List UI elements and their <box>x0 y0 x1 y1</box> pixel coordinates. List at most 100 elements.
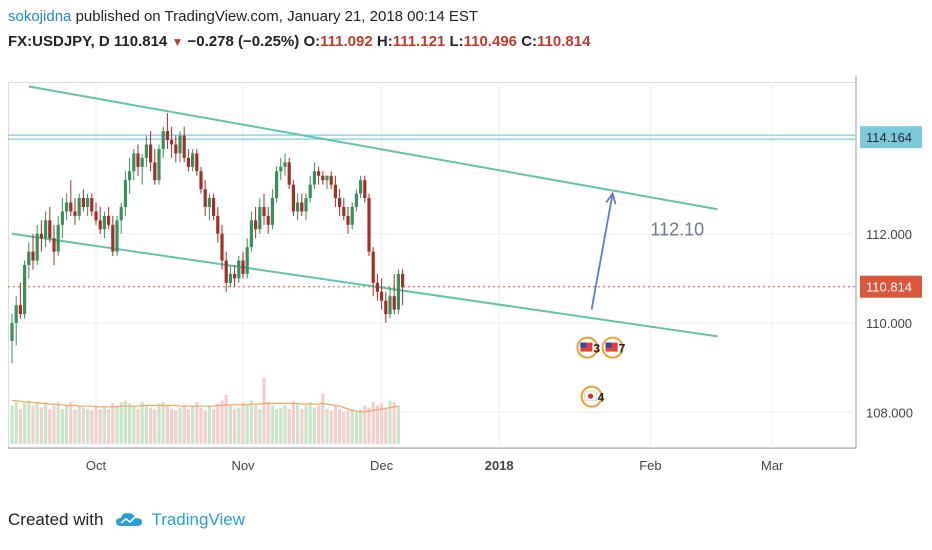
volume-bar <box>144 404 148 444</box>
candle-body <box>165 131 169 141</box>
volume-bar <box>249 400 253 444</box>
candle-body <box>338 198 342 207</box>
low-label: L: <box>449 33 464 50</box>
candle-body <box>39 233 43 239</box>
volume-bar <box>216 403 220 444</box>
volume-bar <box>359 409 363 444</box>
volume-bar <box>27 400 31 444</box>
plot-area <box>8 82 857 449</box>
candle-body <box>86 198 90 207</box>
channel-lower-line <box>11 232 718 338</box>
volume-bar <box>279 407 283 444</box>
candle-body <box>140 157 144 167</box>
volume-bar <box>224 395 228 444</box>
candle-body <box>258 206 262 230</box>
volume-bar <box>367 407 371 444</box>
candle-body <box>228 273 232 283</box>
symbol-label[interactable]: FX:USDJPY, D <box>8 33 110 50</box>
candle-body <box>115 220 119 252</box>
volume-bar <box>191 405 195 444</box>
volume-bar <box>52 405 56 444</box>
candle-body <box>136 153 140 167</box>
candle-body <box>102 215 106 230</box>
candle-body <box>119 206 123 221</box>
volume-bar <box>73 409 77 444</box>
candle-body <box>18 305 22 315</box>
volume-bar <box>86 409 90 444</box>
volume-bar <box>136 409 140 444</box>
volume-bar <box>77 405 81 444</box>
candle-body <box>98 220 102 230</box>
candle-body <box>186 157 190 167</box>
volume-bar <box>392 402 396 444</box>
volume-bar <box>296 403 300 444</box>
candle-body <box>287 162 291 185</box>
candle-body <box>304 198 308 212</box>
close-label: C: <box>521 33 538 50</box>
candle-body <box>384 300 388 315</box>
high-value: 111.121 <box>392 33 446 50</box>
volume-bar <box>283 405 287 444</box>
jp-flag-sun <box>588 393 594 399</box>
x-tick-label: Dec <box>370 458 394 473</box>
volume-bar <box>14 402 18 444</box>
volume-bar <box>233 409 237 444</box>
candle-body <box>203 189 207 207</box>
candle-body <box>233 273 237 279</box>
candle-body <box>275 171 279 199</box>
candle-body <box>342 206 346 216</box>
volume-bar <box>94 405 98 444</box>
y-tick-label: 110.000 <box>866 316 912 331</box>
candle-body <box>123 180 127 207</box>
candle-body <box>52 238 56 252</box>
candle-body <box>329 175 333 185</box>
volume-bar <box>115 405 119 444</box>
candle-body <box>312 171 316 185</box>
candle-body <box>249 220 253 248</box>
volume-bar <box>203 410 207 444</box>
tradingview-cloud-icon <box>116 513 143 526</box>
level-price-label: 114.164 <box>866 130 912 145</box>
volume-bar <box>90 410 94 444</box>
event-badge-count: 3 <box>593 342 600 356</box>
volume-bar <box>371 402 375 444</box>
y-tick-label: 112.000 <box>866 227 912 242</box>
x-tick-label: 2018 <box>485 458 514 473</box>
volume-bar <box>111 403 115 444</box>
candle-body <box>401 273 405 288</box>
volume-bar <box>266 402 270 444</box>
price-chart[interactable]: Oct Nov Dec 2018 Feb Mar 112.000 110.000 108.000… <box>8 76 924 484</box>
volume-bar <box>119 402 123 444</box>
candle-body <box>392 296 396 310</box>
close-value: 110.814 <box>537 33 591 50</box>
volume-bar <box>333 405 337 444</box>
x-tick-label: Mar <box>761 458 784 473</box>
volume-bar <box>342 412 346 444</box>
volume-bar <box>304 405 308 444</box>
candle-body <box>174 144 178 154</box>
candle-body <box>48 220 52 239</box>
us-flag-canton <box>580 342 587 348</box>
candle-body <box>359 180 363 194</box>
brand-link[interactable]: TradingView <box>151 510 245 529</box>
x-tick-label: Nov <box>231 458 255 473</box>
volume-bar <box>123 400 127 444</box>
candle-body <box>270 198 274 225</box>
author-link[interactable]: sokojidna <box>8 8 72 25</box>
volume-bar <box>195 402 199 444</box>
candle-body <box>317 171 321 176</box>
candle-body <box>371 251 375 283</box>
candle-body <box>111 224 115 252</box>
volume-bar <box>325 409 329 444</box>
candle-body <box>354 193 358 207</box>
candle-body <box>161 131 165 149</box>
candle-body <box>380 291 384 301</box>
last-price-label: 110.814 <box>866 280 912 295</box>
price-change: −0.278 (−0.25%) <box>187 33 300 50</box>
arrow-head <box>605 191 617 205</box>
volume-bar <box>107 409 111 444</box>
y-tick-label: 108.000 <box>866 405 913 420</box>
candle-body <box>191 153 195 167</box>
event-badge-count: 4 <box>598 391 605 405</box>
volume-bar <box>329 410 333 444</box>
